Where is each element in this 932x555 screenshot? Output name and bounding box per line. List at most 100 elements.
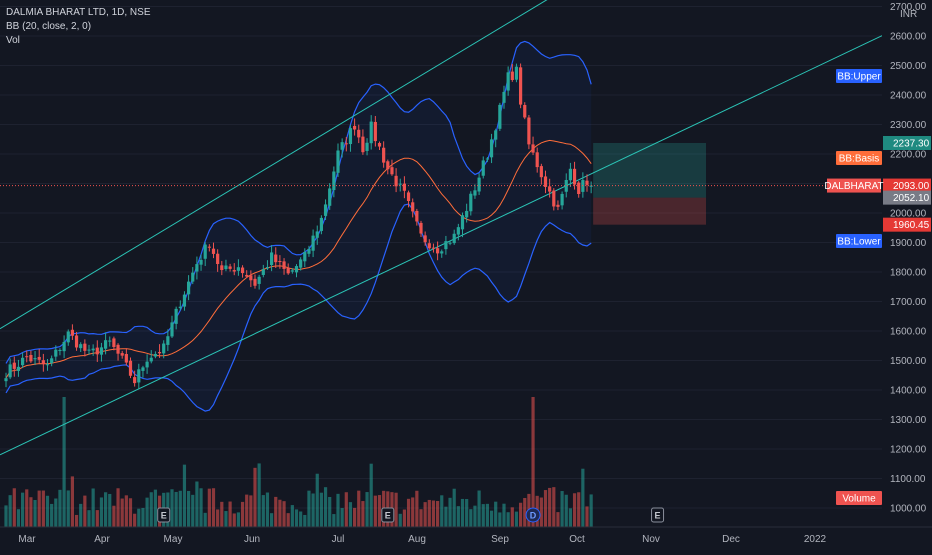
position-target-zone[interactable]	[593, 142, 706, 198]
candle-body[interactable]	[249, 275, 253, 281]
candle-body[interactable]	[120, 353, 124, 356]
candle-body[interactable]	[112, 338, 116, 348]
candle-body[interactable]	[423, 235, 427, 243]
earnings-marker[interactable]: E	[381, 507, 395, 523]
candle-body[interactable]	[187, 281, 191, 295]
channel-upper-trendline[interactable]	[0, 0, 882, 330]
candle-body[interactable]	[456, 227, 460, 235]
candle-body[interactable]	[303, 252, 307, 262]
candle-body[interactable]	[431, 247, 436, 249]
candle-body[interactable]	[141, 367, 145, 371]
candle-body[interactable]	[436, 248, 440, 254]
candle-body[interactable]	[568, 168, 572, 181]
candle-body[interactable]	[41, 360, 45, 365]
candle-body[interactable]	[332, 171, 336, 191]
bb-upper-label[interactable]	[836, 69, 882, 83]
candle-body[interactable]	[473, 190, 477, 196]
candle-body[interactable]	[382, 147, 386, 163]
candle-body[interactable]	[311, 235, 315, 251]
candle-body[interactable]	[489, 139, 494, 158]
candle-body[interactable]	[58, 349, 62, 351]
candle-body[interactable]	[70, 329, 74, 336]
candle-body[interactable]	[149, 357, 153, 362]
candle-body[interactable]	[245, 274, 249, 277]
candle-body[interactable]	[29, 354, 33, 362]
candle-body[interactable]	[133, 377, 137, 384]
bollinger-legend[interactable]: BB (20, close, 2, 0)	[6, 21, 92, 32]
candle-body[interactable]	[369, 121, 373, 144]
candle-body[interactable]	[232, 270, 236, 272]
candle-body[interactable]	[523, 104, 527, 118]
candle-body[interactable]	[199, 259, 203, 265]
candle-body[interactable]	[510, 71, 514, 81]
candle-body[interactable]	[290, 270, 294, 272]
candle-body[interactable]	[572, 168, 577, 185]
candle-body[interactable]	[357, 129, 361, 138]
candle-body[interactable]	[137, 369, 141, 383]
candle-body[interactable]	[564, 179, 568, 192]
candle-body[interactable]	[519, 67, 523, 105]
candle-body[interactable]	[485, 158, 489, 160]
earnings-marker[interactable]: E	[651, 507, 665, 523]
candle-body[interactable]	[95, 347, 99, 355]
candle-body[interactable]	[174, 308, 178, 324]
entry-price-tag[interactable]	[883, 190, 931, 205]
bollinger-upper-line[interactable]	[5, 40, 592, 364]
candle-body[interactable]	[74, 335, 79, 348]
candle-body[interactable]	[240, 267, 245, 274]
position-stop-zone[interactable]	[593, 197, 706, 225]
candle-body[interactable]	[556, 204, 560, 207]
candle-body[interactable]	[274, 254, 278, 263]
candle-body[interactable]	[257, 276, 261, 284]
candle-body[interactable]	[411, 202, 415, 212]
candle-body[interactable]	[307, 248, 311, 254]
candle-body[interactable]	[45, 364, 50, 366]
candle-body[interactable]	[261, 269, 265, 275]
candle-body[interactable]	[535, 152, 539, 168]
dividend-marker[interactable]: D	[525, 507, 541, 523]
candle-body[interactable]	[83, 343, 87, 351]
candle-body[interactable]	[195, 264, 199, 272]
candle-body[interactable]	[552, 190, 556, 207]
candle-body[interactable]	[62, 341, 66, 352]
candle-body[interactable]	[539, 166, 543, 178]
candle-body[interactable]	[386, 161, 390, 170]
candle-body[interactable]	[315, 231, 319, 238]
candle-body[interactable]	[50, 358, 54, 364]
candle-body[interactable]	[506, 72, 510, 91]
target-price-tag[interactable]	[883, 135, 931, 150]
candle-body[interactable]	[585, 180, 589, 185]
candle-body[interactable]	[543, 176, 548, 187]
candle-body[interactable]	[166, 336, 170, 345]
candle-body[interactable]	[548, 186, 552, 192]
candle-body[interactable]	[348, 128, 353, 145]
candle-body[interactable]	[415, 210, 419, 222]
candle-body[interactable]	[162, 343, 166, 354]
candle-body[interactable]	[104, 340, 108, 349]
candle-body[interactable]	[236, 267, 240, 271]
candle-body[interactable]	[460, 215, 465, 230]
candle-body[interactable]	[481, 160, 485, 176]
symbol-title[interactable]: DALMIA BHARAT LTD, 1D, NSE	[6, 7, 151, 18]
candle-body[interactable]	[33, 358, 37, 360]
last-price-tag[interactable]	[883, 178, 931, 193]
volume-legend[interactable]: Vol	[6, 35, 20, 46]
candle-body[interactable]	[91, 348, 95, 351]
candle-body[interactable]	[323, 204, 328, 216]
candle-body[interactable]	[153, 353, 157, 357]
candle-body[interactable]	[560, 193, 564, 206]
candle-body[interactable]	[12, 362, 16, 369]
candle-body[interactable]	[16, 366, 21, 371]
candle-body[interactable]	[87, 349, 91, 351]
candle-body[interactable]	[577, 182, 581, 194]
candle-body[interactable]	[207, 246, 211, 248]
candle-body[interactable]	[477, 177, 481, 192]
candle-body[interactable]	[203, 244, 207, 259]
earnings-marker[interactable]: E	[157, 507, 171, 523]
candle-body[interactable]	[116, 344, 120, 354]
candle-body[interactable]	[54, 349, 58, 357]
candle-body[interactable]	[328, 188, 332, 206]
candle-body[interactable]	[191, 272, 195, 282]
